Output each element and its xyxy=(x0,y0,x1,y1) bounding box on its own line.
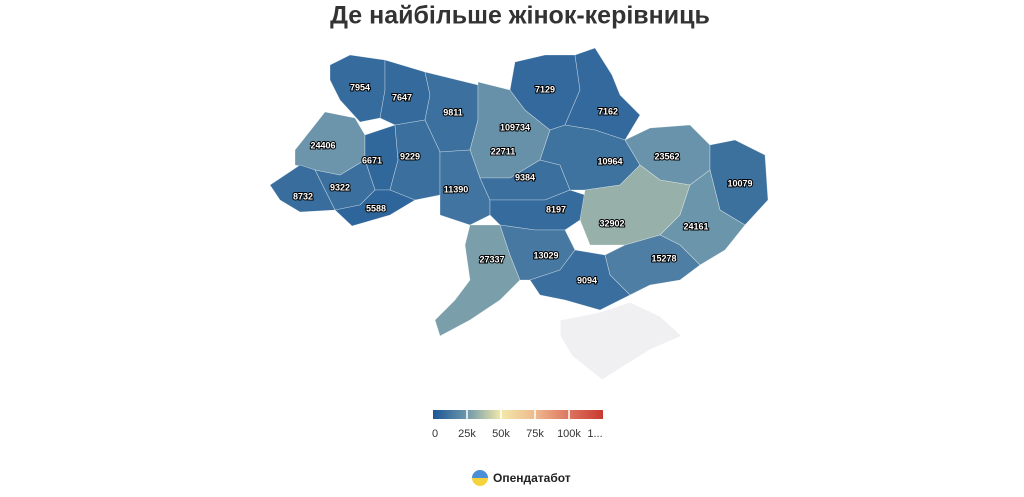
region xyxy=(269,164,336,213)
region-label: 9322 xyxy=(330,182,350,192)
region-label: 109734 xyxy=(500,122,530,132)
region-label: 5588 xyxy=(366,203,386,213)
region xyxy=(529,249,631,311)
color-scale xyxy=(433,410,603,419)
region-label: 7954 xyxy=(350,82,370,92)
region xyxy=(659,169,746,266)
region-label: 6671 xyxy=(362,155,382,165)
region-label: 9811 xyxy=(443,107,463,117)
region-label: 22711 xyxy=(491,146,516,156)
scale-tick-label: 25k xyxy=(458,428,476,440)
region-label: 7162 xyxy=(598,106,618,116)
scale-tick-label: 1... xyxy=(587,428,602,440)
region-label: 23562 xyxy=(654,151,679,161)
region-label: 11390 xyxy=(444,184,469,194)
region-label: 7129 xyxy=(535,84,555,94)
region-label: 10964 xyxy=(597,156,622,166)
chart-title: Де найбільше жінок-керівниць xyxy=(330,2,710,30)
region-label: 7647 xyxy=(392,92,412,102)
region-label: 8732 xyxy=(293,191,313,201)
region-label: 27337 xyxy=(479,254,504,264)
region-label: 9094 xyxy=(577,275,597,285)
region-label: 13029 xyxy=(533,250,558,260)
no-data-region xyxy=(559,301,683,381)
scale-tick-label: 50k xyxy=(492,428,510,440)
region-label: 15278 xyxy=(651,253,676,263)
region xyxy=(564,47,641,141)
source: Опендатабот xyxy=(493,471,571,485)
region xyxy=(334,189,416,227)
region-label: 24161 xyxy=(683,221,708,231)
region-label: 8197 xyxy=(546,204,566,214)
scale-tick-label: 100k xyxy=(557,428,581,440)
scale-tick-label: 0 xyxy=(432,428,438,440)
scale-tick-label: 75k xyxy=(526,428,544,440)
region-label: 10079 xyxy=(727,178,752,188)
logo-top xyxy=(472,470,488,478)
region-label: 9384 xyxy=(515,172,535,182)
region-label: 24406 xyxy=(310,140,335,150)
region xyxy=(389,119,441,201)
region-label: 9229 xyxy=(400,151,420,161)
region-label: 32902 xyxy=(599,218,624,228)
